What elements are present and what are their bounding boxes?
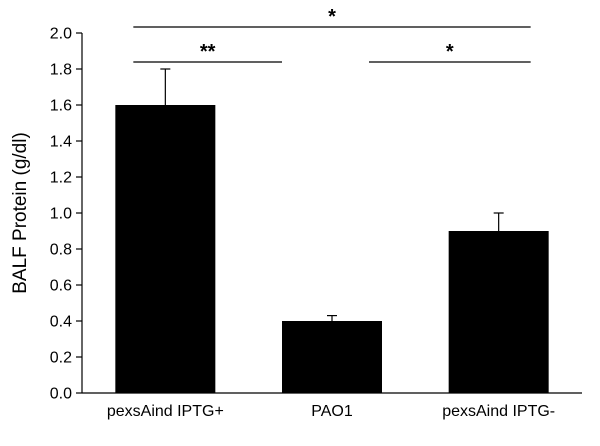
y-axis-title: BALF Protein (g/dl) [10, 132, 31, 294]
y-tick-label: 1.6 [50, 98, 72, 115]
significance-marker: * [446, 41, 454, 63]
bar [115, 105, 216, 393]
significance-brackets: *** * [133, 6, 531, 63]
y-ticks: 0.0 0.2 0.4 0.6 0.8 1.0 1.2 1.4 1.6 1.8 2.0 [50, 26, 82, 403]
y-tick-label: 1.2 [50, 170, 72, 187]
significance-marker: * [328, 6, 336, 28]
x-category-label: pexsAind IPTG+ [107, 403, 224, 420]
y-tick-label: 1.4 [50, 134, 72, 151]
bars [115, 68, 549, 393]
significance-marker: ** [200, 41, 216, 63]
y-tick-label: 1.0 [50, 206, 72, 223]
x-category-label: pexsAind IPTG- [442, 403, 555, 420]
x-category-label: PAO1 [311, 403, 353, 420]
y-tick-label: 1.8 [50, 62, 72, 79]
y-tick-label: 0.4 [50, 314, 72, 331]
y-tick-label: 0.0 [50, 386, 72, 403]
y-tick-label: 0.6 [50, 278, 72, 295]
y-tick-label: 0.8 [50, 242, 72, 259]
bar [448, 231, 549, 393]
category-labels: pexsAind IPTG+ PAO1 pexsAind IPTG- [107, 403, 555, 420]
y-tick-label: 0.2 [50, 350, 72, 367]
bar [282, 321, 382, 393]
y-tick-label: 2.0 [50, 26, 72, 43]
